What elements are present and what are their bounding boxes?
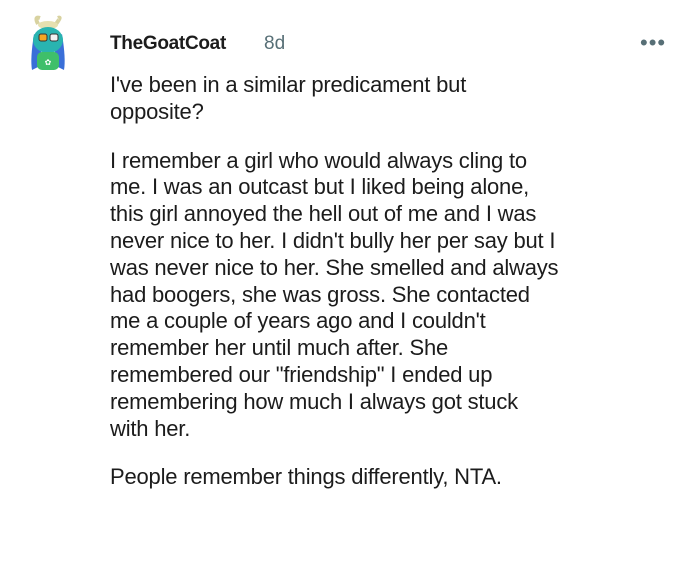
text-line: never nice to her. I didn't bully her pe… — [110, 227, 556, 253]
comment-paragraph: I've been in a similar predicament but o… — [110, 72, 690, 126]
text-line: with her. — [110, 415, 191, 441]
text-line: this girl annoyed the hell out of me and… — [110, 201, 537, 227]
svg-text:✿: ✿ — [45, 58, 52, 67]
text-line: remembering how much I always got stuck — [110, 388, 518, 414]
text-line: remembered our "friendship" I ended up — [110, 361, 493, 387]
text-line: me a couple of years ago and I couldn't — [110, 308, 486, 334]
text-line: People remember things differently, NTA. — [110, 464, 502, 490]
text-line: I remember a girl who would always cling… — [110, 147, 527, 173]
text-line: was never nice to her. She smelled and a… — [110, 254, 559, 280]
comment-paragraph: I remember a girl who would always cling… — [110, 148, 690, 443]
ellipsis-icon[interactable]: ••• — [640, 30, 667, 55]
text-line: had boogers, she was gross. She contacte… — [110, 281, 530, 307]
comment-age: 8d — [264, 33, 286, 54]
avatar[interactable]: ✿ — [26, 14, 70, 74]
text-line: remember her until much after. She — [110, 335, 449, 361]
text-line: opposite? — [110, 98, 204, 124]
text-line: I've been in a similar predicament but — [110, 72, 467, 97]
author-name[interactable]: TheGoatCoat — [110, 33, 226, 54]
comment-paragraph: People remember things differently, NTA. — [110, 464, 690, 491]
comment-body: I've been in a similar predicament but o… — [110, 72, 690, 513]
text-line: me. I was an outcast but I liked being a… — [110, 174, 530, 200]
